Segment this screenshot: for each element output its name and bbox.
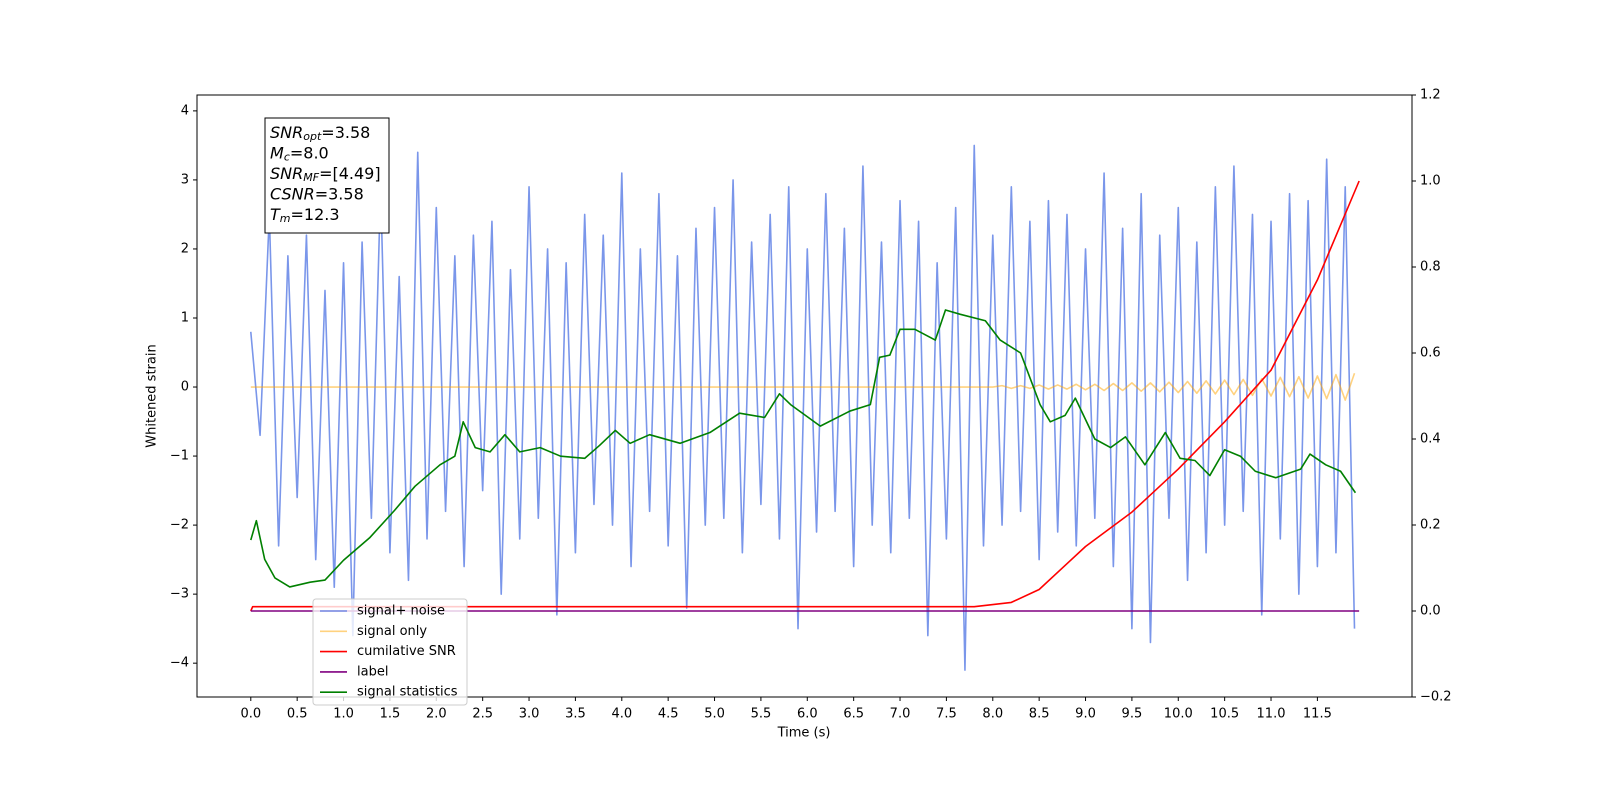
annotation-symbol: CSNR	[270, 184, 315, 203]
legend-label: signal only	[357, 624, 427, 639]
annotation-value: =[4.49]	[319, 164, 381, 183]
legend-label: cumilative SNR	[357, 644, 456, 659]
y2-tick-label: 0.0	[1420, 604, 1441, 619]
ticks: 0.0 0.5 1.0 1.5 2.0 2.5 3.0 3.5 4.0 4.5 5.0 5.5 6.0 6…	[170, 88, 1452, 722]
series-line	[250, 180, 1360, 612]
annotation: SNRMF=[4.49]	[270, 164, 381, 185]
legend-frame	[312, 598, 468, 706]
x-tick-label: 2.0	[426, 707, 447, 722]
x-tick-label: 4.0	[611, 707, 632, 722]
x-axis-label: Time (s)	[777, 726, 831, 741]
x-tick-label: 2.5	[472, 707, 493, 722]
x-tick-label: 7.0	[890, 707, 911, 722]
x-tick-label: 3.0	[519, 707, 540, 722]
y-tick-label: −1	[170, 449, 189, 464]
legend: signal+ noise signal only cumilative SNR la…	[312, 598, 468, 706]
x-tick-label: 7.5	[936, 707, 957, 722]
annotation-symbol: SNR	[270, 164, 303, 183]
x-tick-label: 5.5	[751, 707, 772, 722]
x-tick-label: 1.0	[333, 707, 354, 722]
annotation: Tm=12.3	[270, 205, 340, 226]
x-tick-label: 8.0	[982, 707, 1003, 722]
x-tick-label: 4.5	[658, 707, 679, 722]
x-tick-label: 8.5	[1029, 707, 1050, 722]
legend-label: signal+ noise	[357, 604, 445, 619]
y2-tick-label: 0.4	[1420, 432, 1441, 447]
y-tick-label: 2	[181, 241, 189, 256]
annotation-symbol: M	[270, 143, 284, 162]
x-tick-label: 5.0	[704, 707, 725, 722]
series-line	[250, 372, 1356, 401]
y-tick-label: 1	[181, 310, 189, 325]
annotation-subscript: opt	[303, 130, 322, 143]
annotation-box: SNRopt=3.58Mc=8.0SNRMF=[4.49]CSNR=3.58Tm…	[264, 117, 390, 234]
annotation-value: =3.58	[315, 184, 364, 203]
y-tick-label: −3	[170, 587, 189, 602]
x-tick-label: 11.5	[1303, 707, 1332, 722]
x-tick-label: 0.5	[287, 707, 308, 722]
annotation-value: =8.0	[290, 143, 329, 162]
annotation-value: =12.3	[291, 205, 340, 224]
y-tick-label: 3	[181, 172, 189, 187]
y2-tick-label: 1.0	[1420, 174, 1441, 189]
x-tick-label: 6.5	[843, 707, 864, 722]
x-tick-label: 0.0	[240, 707, 261, 722]
x-tick-label: 6.0	[797, 707, 818, 722]
y-tick-label: 0	[181, 380, 189, 395]
annotation-subscript: c	[284, 151, 290, 164]
annotation-symbol: SNR	[270, 123, 303, 142]
x-tick-label: 10.5	[1210, 707, 1239, 722]
y2-tick-label: −0.2	[1420, 690, 1452, 705]
annotation: SNRopt=3.58	[270, 123, 370, 144]
y2-tick-label: 0.8	[1420, 260, 1441, 275]
x-tick-label: 3.5	[565, 707, 586, 722]
annotation: Mc=8.0	[270, 143, 329, 164]
annotation-subscript: m	[280, 212, 291, 225]
y-tick-label: 4	[181, 103, 189, 118]
y-axis-label: Whitened strain	[145, 344, 160, 447]
x-tick-label: 10.0	[1164, 707, 1193, 722]
x-tick-label: 1.5	[380, 707, 401, 722]
y-tick-label: −4	[170, 656, 189, 671]
annotation: CSNR=3.58	[270, 184, 364, 203]
y2-tick-label: 0.2	[1420, 518, 1441, 533]
legend-label: signal statistics	[357, 685, 458, 700]
annotation-symbol: T	[270, 205, 281, 224]
legend-label: label	[357, 664, 388, 679]
series-line	[249, 144, 1356, 671]
series-line	[250, 309, 1357, 588]
y2-tick-label: 1.2	[1420, 88, 1441, 103]
annotation-value: =3.58	[321, 123, 370, 142]
axes-frame	[196, 94, 1413, 698]
y2-tick-label: 0.6	[1420, 346, 1441, 361]
y-tick-label: −2	[170, 518, 189, 533]
x-tick-label: 9.5	[1122, 707, 1143, 722]
x-tick-label: 9.0	[1075, 707, 1096, 722]
annotation-subscript: MF	[303, 171, 319, 184]
x-tick-label: 11.0	[1257, 707, 1286, 722]
annotation-frame	[264, 117, 390, 234]
plot-area	[249, 144, 1360, 671]
